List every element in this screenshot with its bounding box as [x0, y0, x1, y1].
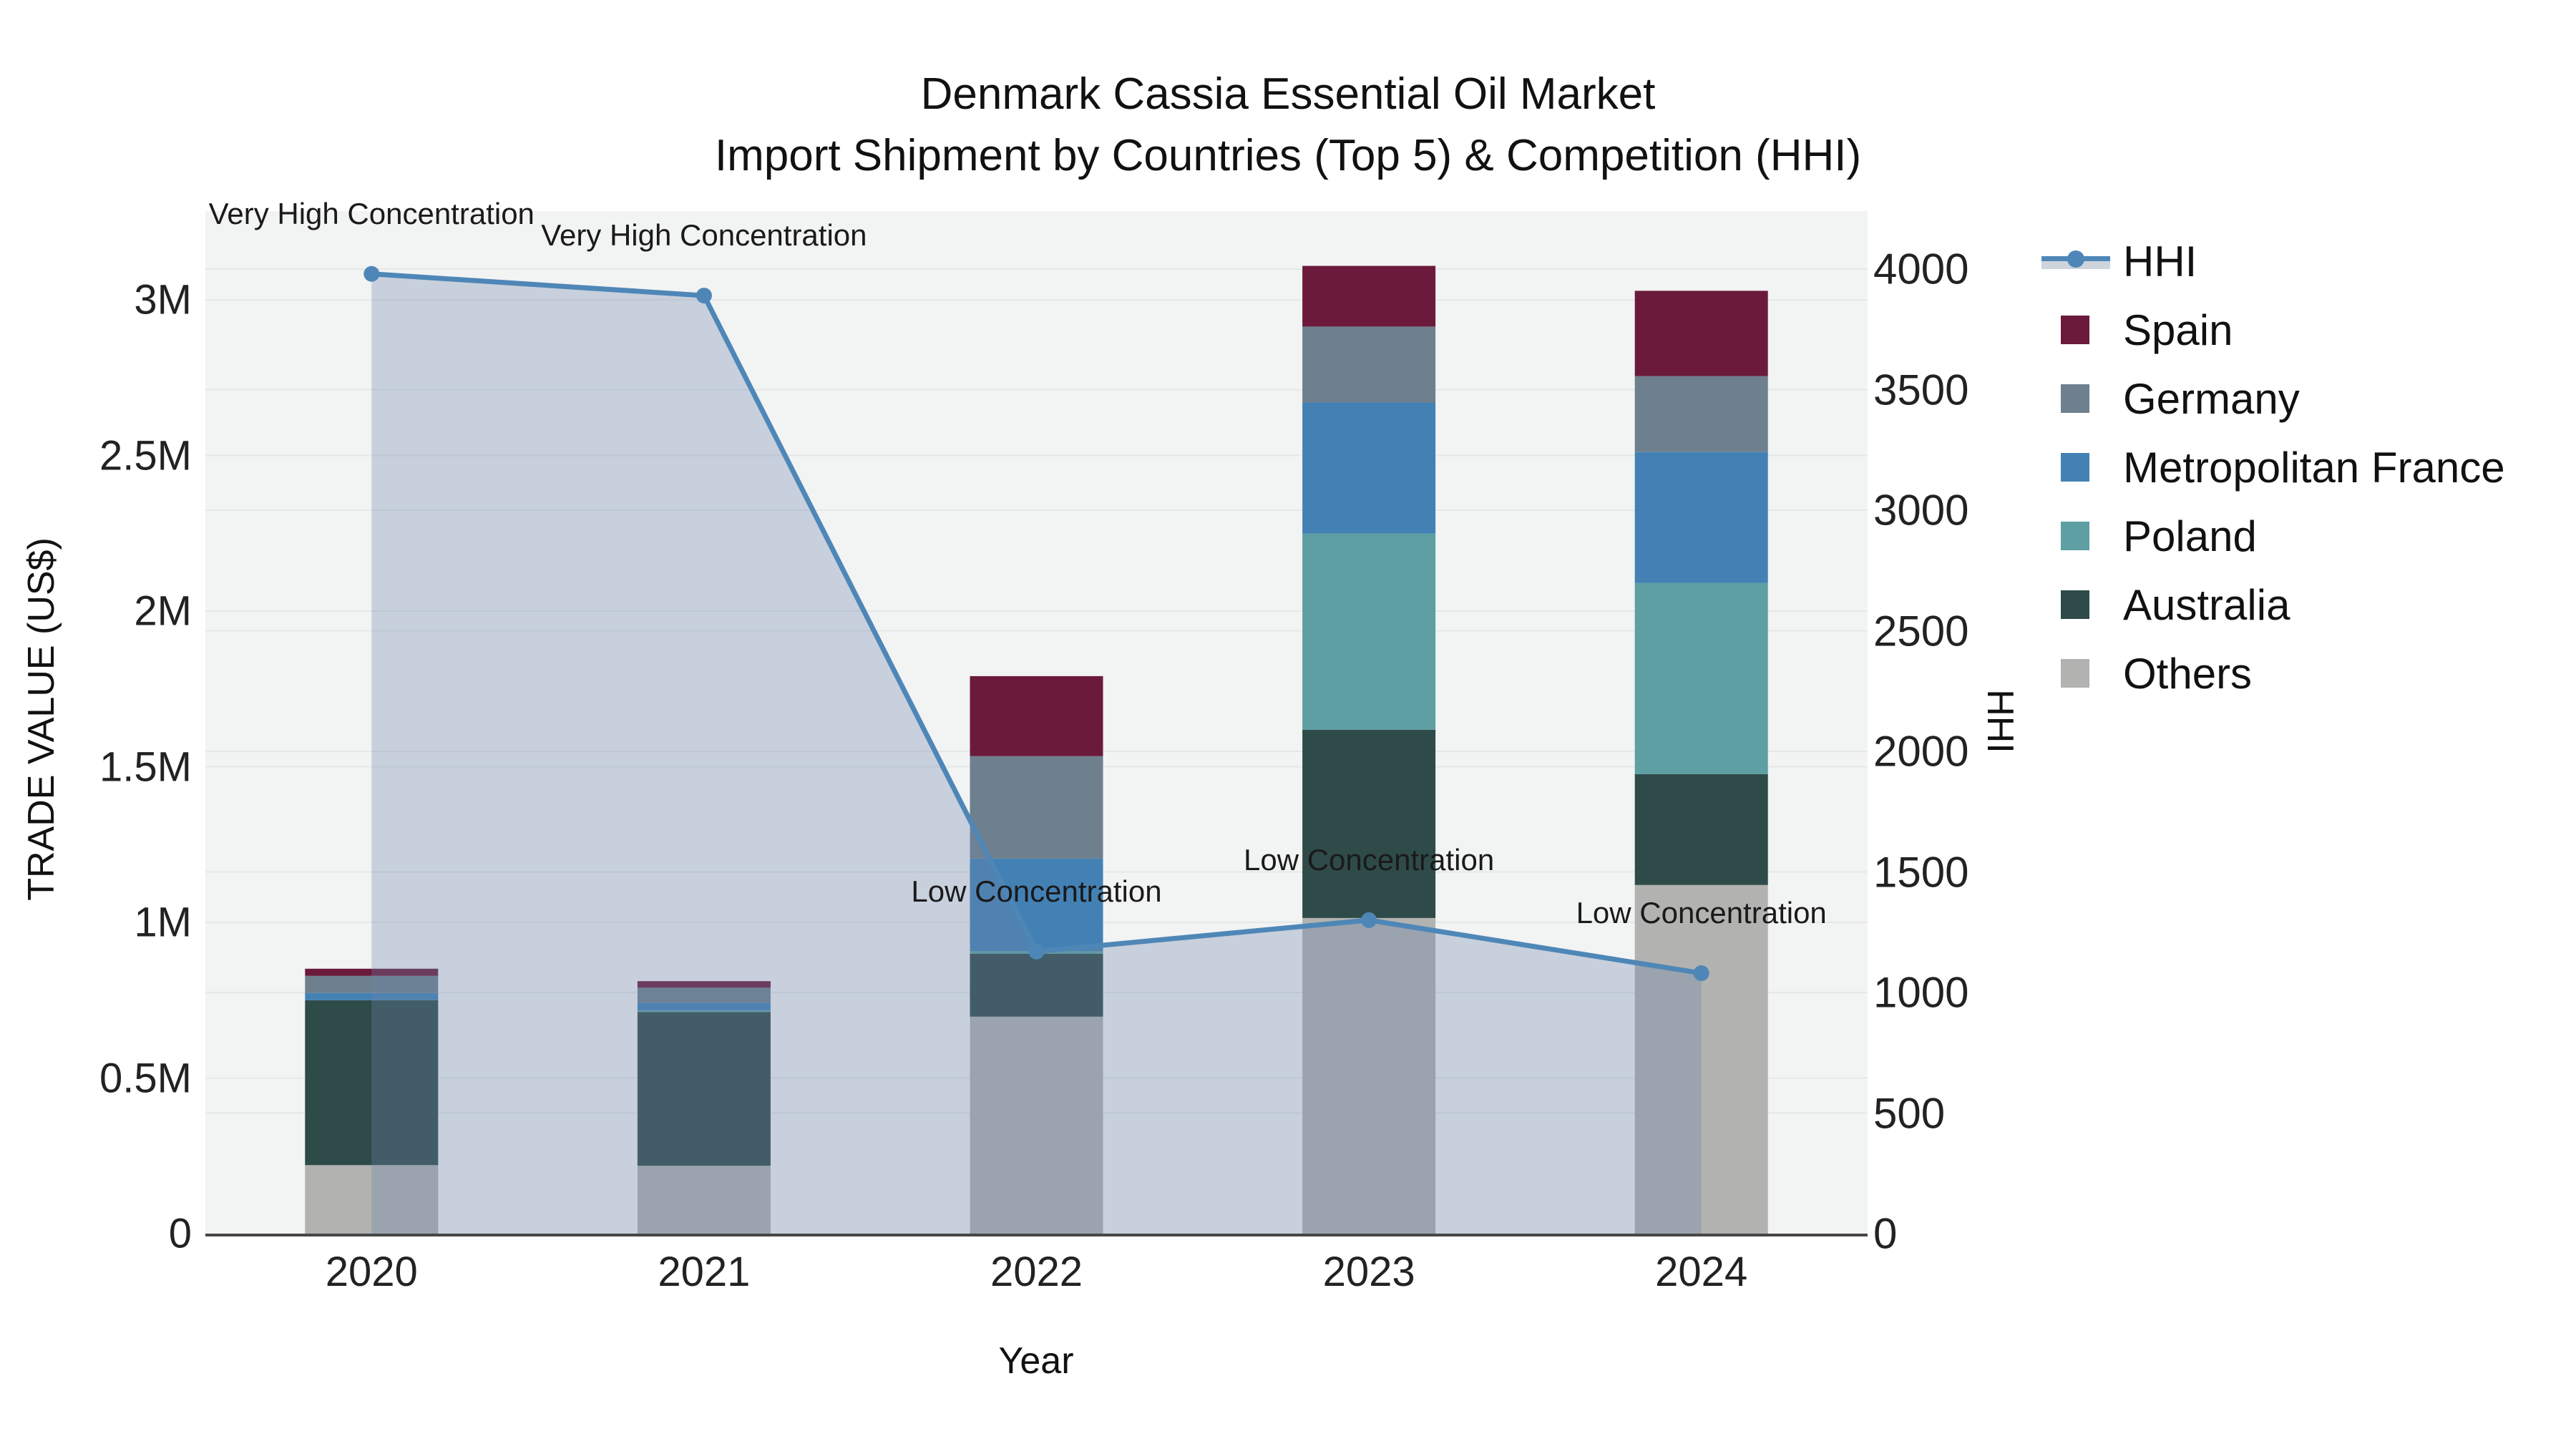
bar-segment-others-2022[interactable]	[970, 1016, 1103, 1234]
bar-segment-australia-2021[interactable]	[637, 1012, 771, 1166]
color-swatch-icon	[2041, 659, 2123, 688]
bar-segment-poland-2024[interactable]	[1634, 582, 1768, 774]
y-left-axis-title: TRADE VALUE (US$)	[21, 537, 62, 901]
legend-item-australia[interactable]: Australia	[2041, 570, 2505, 639]
bar-segment-germany-2024[interactable]	[1634, 376, 1768, 452]
color-swatch-icon	[2041, 522, 2123, 550]
y-left-tick-2M: 2M	[134, 587, 192, 635]
color-swatch-icon	[2041, 453, 2123, 482]
bar-segment-others-2021[interactable]	[637, 1166, 771, 1234]
color-swatch-icon	[2041, 316, 2123, 344]
bar-segment-metropolitan-france-2024[interactable]	[1634, 452, 1768, 583]
color-swatch-icon	[2041, 590, 2123, 619]
legend-item-hhi[interactable]: HHI	[2041, 227, 2505, 296]
bar-segment-spain-2023[interactable]	[1302, 265, 1436, 327]
legend-label: Spain	[2123, 306, 2233, 354]
bar-segment-metropolitan-france-2021[interactable]	[637, 1002, 771, 1011]
bar-segment-spain-2020[interactable]	[305, 968, 439, 976]
y-right-tick-0: 0	[1873, 1209, 1898, 1258]
legend-item-poland[interactable]: Poland	[2041, 502, 2505, 570]
bar-segment-australia-2020[interactable]	[305, 1000, 439, 1166]
hhi-marker-2020[interactable]	[364, 265, 380, 282]
legend-label: Metropolitan France	[2123, 443, 2505, 492]
bar-segment-spain-2022[interactable]	[970, 675, 1103, 756]
hhi-area-fill	[371, 273, 1702, 1234]
y-left-tick-0: 0	[168, 1210, 192, 1257]
legend-item-others[interactable]: Others	[2041, 639, 2505, 708]
hhi-marker-2022[interactable]	[1028, 943, 1045, 960]
hhi-marker-2021[interactable]	[696, 288, 712, 304]
bar-segment-poland-2021[interactable]	[637, 1010, 771, 1013]
y-right-tick-500: 500	[1873, 1089, 1946, 1137]
bar-segment-germany-2020[interactable]	[305, 975, 439, 993]
color-swatch-icon	[2041, 384, 2123, 413]
y-right-tick-3500: 3500	[1873, 366, 1969, 414]
y-left-tick-0.5M: 0.5M	[99, 1055, 192, 1101]
y-right-axis-title: HHI	[1979, 689, 2021, 753]
bar-segment-spain-2024[interactable]	[1634, 291, 1768, 376]
bar-segment-germany-2022[interactable]	[970, 756, 1103, 859]
bar-segment-germany-2023[interactable]	[1302, 326, 1436, 403]
bar-segment-others-2024[interactable]	[1634, 884, 1768, 1234]
hhi-markers	[364, 265, 1709, 982]
bars	[305, 265, 1768, 1234]
y-right-tick-2500: 2500	[1873, 607, 1969, 655]
y-right-tick-2000: 2000	[1873, 727, 1969, 776]
bar-segment-others-2020[interactable]	[305, 1165, 439, 1234]
bar-segment-others-2023[interactable]	[1302, 917, 1436, 1234]
y-left-tick-1M: 1M	[134, 899, 192, 946]
legend-label: Poland	[2123, 512, 2257, 560]
legend-label: HHI	[2123, 237, 2197, 286]
chart-title-line1: Denmark Cassia Essential Oil Market	[920, 69, 1656, 119]
bar-segment-poland-2023[interactable]	[1302, 533, 1436, 730]
bar-segment-metropolitan-france-2023[interactable]	[1302, 402, 1436, 534]
hhi-marker-2024[interactable]	[1693, 965, 1709, 982]
x-tick-2023: 2023	[1322, 1249, 1415, 1295]
x-tick-2020: 2020	[325, 1249, 418, 1295]
bar-segment-australia-2024[interactable]	[1634, 774, 1768, 885]
legend-item-germany[interactable]: Germany	[2041, 364, 2505, 433]
bar-segment-spain-2021[interactable]	[637, 981, 771, 988]
y-left-tick-1.5M: 1.5M	[99, 743, 192, 790]
legend-item-spain[interactable]: Spain	[2041, 296, 2505, 364]
legend-item-metropolitan-france[interactable]: Metropolitan France	[2041, 433, 2505, 502]
annotation-2020: Very High Concentration	[208, 196, 535, 230]
legend: HHI Spain Germany Metropolitan France Poland…	[2041, 227, 2505, 708]
annotation-2024: Low Concentration	[1576, 896, 1827, 930]
y-right-tick-3000: 3000	[1873, 486, 1969, 535]
legend-label: Others	[2123, 649, 2253, 698]
bar-segment-germany-2021[interactable]	[637, 987, 771, 1003]
bar-segment-australia-2023[interactable]	[1302, 729, 1436, 918]
x-tick-2022: 2022	[990, 1249, 1083, 1295]
bar-segment-metropolitan-france-2022[interactable]	[970, 858, 1103, 952]
bar-segment-metropolitan-france-2020[interactable]	[305, 992, 439, 1000]
legend-label: Australia	[2123, 580, 2290, 629]
hhi-line-icon	[2041, 240, 2123, 283]
hhi-marker-2023[interactable]	[1361, 912, 1377, 928]
chart-title-line2: Import Shipment by Countries (Top 5) & C…	[714, 131, 1862, 180]
annotation-2021: Very High Concentration	[541, 218, 867, 253]
bar-segment-australia-2022[interactable]	[970, 953, 1103, 1017]
x-axis-title: Year	[998, 1340, 1074, 1382]
y-right-tick-1000: 1000	[1873, 968, 1969, 1017]
legend-label: Germany	[2123, 374, 2300, 423]
x-tick-2021: 2021	[658, 1249, 751, 1295]
y-left-tick-2.5M: 2.5M	[99, 432, 192, 479]
y-right-tick-1500: 1500	[1873, 848, 1969, 896]
y-left-tick-3M: 3M	[134, 276, 192, 323]
annotation-2023: Low Concentration	[1243, 842, 1495, 877]
x-tick-2024: 2024	[1655, 1249, 1748, 1295]
y-right-tick-4000: 4000	[1873, 245, 1969, 293]
annotation-2022: Low Concentration	[911, 874, 1162, 908]
